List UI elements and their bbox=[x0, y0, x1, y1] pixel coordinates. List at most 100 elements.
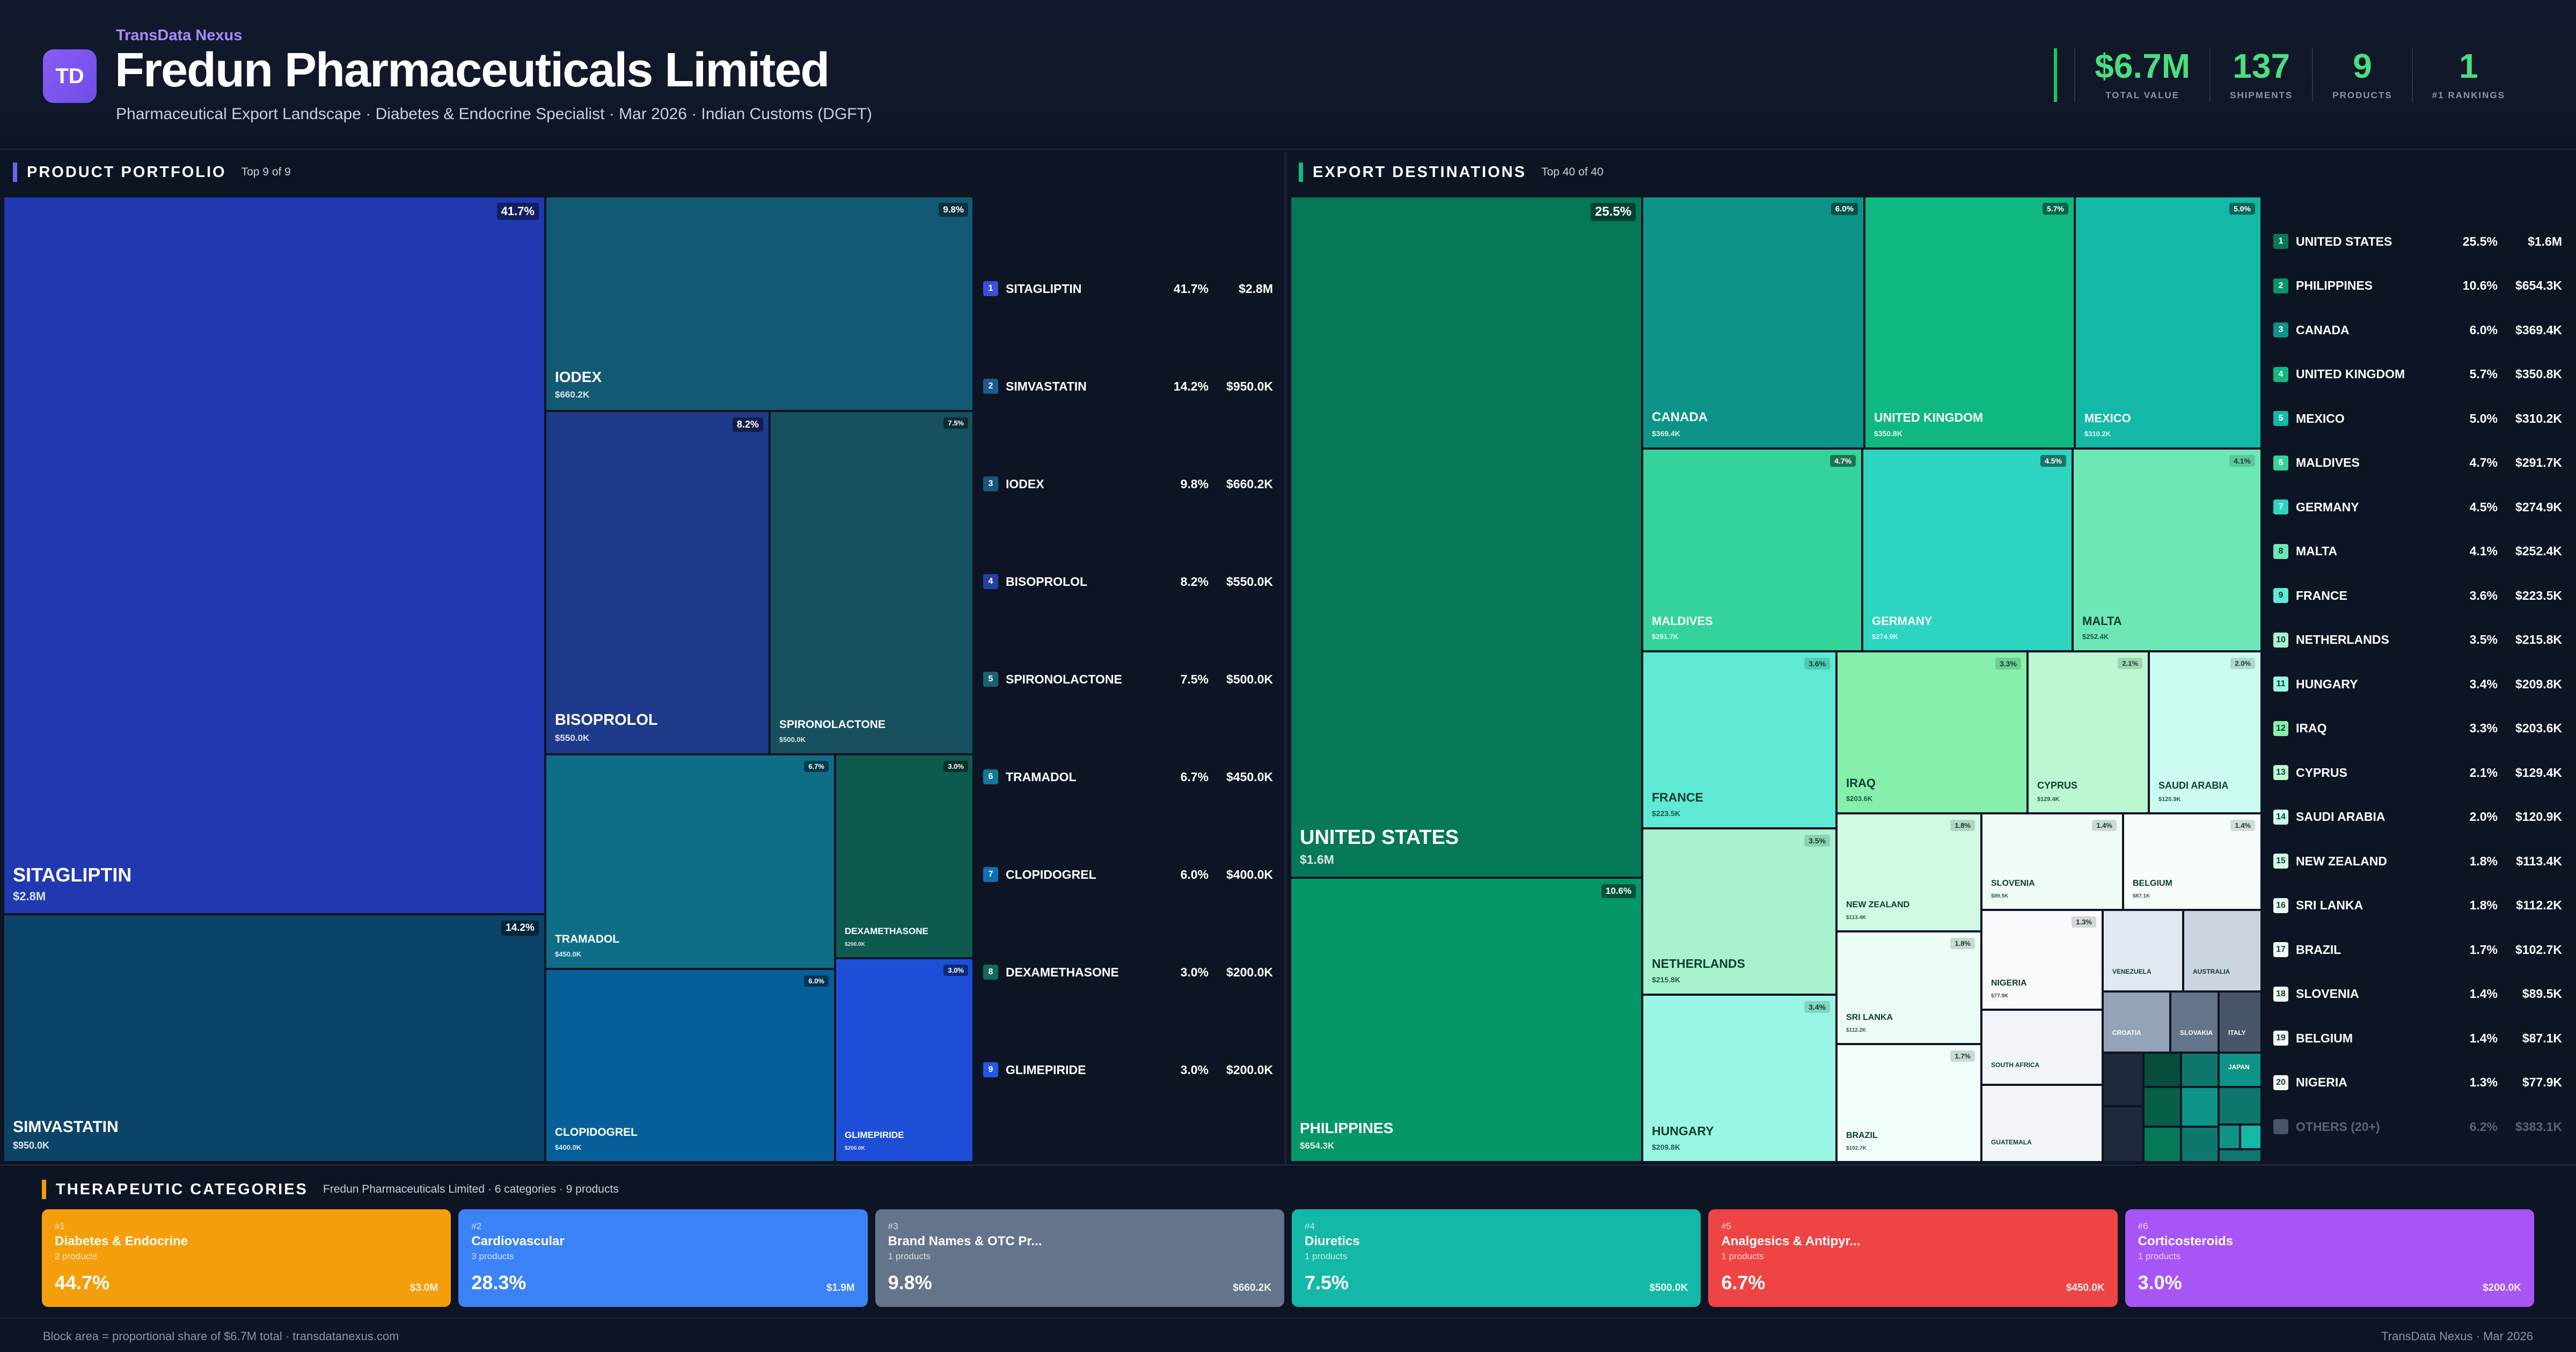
dest-cyprus-block: 2.1% CYPRUS $129.4K bbox=[2028, 651, 2149, 813]
dest-united-kingdom-pct: 5.7% bbox=[2043, 203, 2068, 215]
category-value: $660.2K bbox=[1233, 1282, 1271, 1294]
stat-value: 137 bbox=[2233, 47, 2290, 85]
category-card[interactable]: #4 Diuretics 1 products 7.5% $500.0K bbox=[1291, 1209, 1701, 1307]
dest-other-1-block bbox=[2103, 1053, 2143, 1106]
destination-legend-pct: 1.7% bbox=[2469, 942, 2498, 957]
dest-iraq-value: $203.6K bbox=[1846, 795, 1873, 803]
section-subtitle: Fredun Pharmaceuticals Limited · 6 categ… bbox=[323, 1183, 619, 1195]
destination-legend-name: CYPRUS bbox=[2296, 765, 2347, 780]
logo-text: TD bbox=[55, 64, 84, 88]
dest-new-zealand-pct: 1.8% bbox=[1950, 820, 1975, 831]
category-value: $200.0K bbox=[2483, 1282, 2521, 1294]
product-legend-pct: 3.0% bbox=[1180, 965, 1209, 979]
product-legend-name: DEXAMETHASONE bbox=[1006, 965, 1119, 979]
product-tramadol-value: $450.0K bbox=[555, 950, 582, 958]
product-legend-row: 2 SIMVASTATIN 14.2% $950.0K bbox=[983, 379, 1273, 394]
destination-legend-row: 15 NEW ZEALAND 1.8% $113.4K bbox=[2273, 854, 2562, 869]
product-iodex-block: 9.8% IODEX $660.2K bbox=[545, 196, 972, 411]
dest-japan-name: JAPAN bbox=[2228, 1063, 2250, 1071]
dest-mexico-block: 5.0% MEXICO $310.2K bbox=[2075, 196, 2262, 449]
category-card[interactable]: #5 Analgesics & Antipyr... 1 products 6.7% $… bbox=[1708, 1209, 2118, 1307]
category-pct: 44.7% bbox=[55, 1272, 110, 1294]
destination-rank-badge: 18 bbox=[2273, 986, 2288, 1002]
destination-rank-badge: 1 bbox=[2273, 234, 2288, 249]
destination-legend-pct: 6.0% bbox=[2469, 322, 2498, 337]
product-bisoprolol-block: 8.2% BISOPROLOL $550.0K bbox=[545, 411, 770, 754]
dest-slovakia-name: SLOVAKIA bbox=[2180, 1029, 2213, 1037]
product-bisoprolol-pct: 8.2% bbox=[732, 417, 763, 432]
category-products: 3 products bbox=[471, 1251, 514, 1261]
product-sitagliptin-value: $2.8M bbox=[13, 890, 46, 903]
destination-legend-pct: 2.0% bbox=[2469, 810, 2498, 824]
product-legend-pct: 8.2% bbox=[1180, 574, 1209, 589]
category-rank: #4 bbox=[1304, 1221, 1315, 1231]
stat-label: PRODUCTS bbox=[2332, 90, 2392, 100]
destination-legend-row: 13 CYPRUS 2.1% $129.4K bbox=[2273, 765, 2562, 780]
destination-legend-row: 14 SAUDI ARABIA 2.0% $120.9K bbox=[2273, 809, 2562, 825]
destination-legend-pct: 1.8% bbox=[2469, 854, 2498, 868]
dest-venezuela-name: VENEZUELA bbox=[2112, 968, 2151, 975]
product-legend-pct: 6.0% bbox=[1180, 867, 1209, 881]
destination-legend-value: $113.4K bbox=[2516, 854, 2562, 868]
dest-canada-value: $369.4K bbox=[1652, 429, 1680, 438]
product-tramadol-pct: 6.7% bbox=[804, 761, 829, 772]
destination-rank-badge: 9 bbox=[2273, 588, 2288, 603]
dest-philippines-name: PHILIPPINES bbox=[1300, 1120, 1394, 1137]
dest-mexico-pct: 5.0% bbox=[2229, 203, 2255, 215]
product-rank-badge: 7 bbox=[983, 867, 998, 882]
footer-credit: TransData Nexus · Mar 2026 bbox=[2381, 1329, 2533, 1343]
category-rank: #3 bbox=[888, 1221, 898, 1231]
section-title: EXPORT DESTINATIONS bbox=[1313, 163, 1527, 181]
dest-other-6-block bbox=[2219, 1087, 2262, 1125]
page-title: Fredun Pharmaceuticals Limited bbox=[115, 43, 830, 97]
category-card[interactable]: #1 Diabetes & Endocrine 2 products 44.7% $3.… bbox=[42, 1209, 451, 1307]
destination-legend-value: $87.1K bbox=[2522, 1031, 2562, 1045]
dest-other-3-block bbox=[2181, 1053, 2219, 1087]
destination-legend-pct: 6.2% bbox=[2469, 1119, 2498, 1134]
destination-rank-badge: 5 bbox=[2273, 411, 2288, 426]
dest-netherlands-value: $215.8K bbox=[1652, 975, 1680, 984]
category-card[interactable]: #6 Corticosteroids 1 products 3.0% $200.0K bbox=[2125, 1209, 2534, 1307]
destination-legend-value: $129.4K bbox=[2515, 765, 2562, 780]
dest-south-africa-name: SOUTH AFRICA bbox=[1991, 1061, 2040, 1069]
category-rank: #1 bbox=[55, 1221, 65, 1231]
dest-netherlands-block: 3.5% NETHERLANDS $215.8K bbox=[1642, 828, 1836, 995]
destination-legend-row: 5 MEXICO 5.0% $310.2K bbox=[2273, 411, 2562, 426]
product-dexamethasone-pct: 3.0% bbox=[943, 761, 968, 772]
product-legend-name: GLIMEPIRIDE bbox=[1006, 1062, 1086, 1077]
dest-germany-value: $274.9K bbox=[1872, 633, 1899, 641]
dest-other-11-block bbox=[2240, 1125, 2262, 1149]
dest-new-zealand-name: NEW ZEALAND bbox=[1846, 900, 1910, 910]
destination-legend: 1 UNITED STATES 25.5% $1.6M 2 PHILIPPINES 10.6… bbox=[2273, 196, 2562, 1162]
destination-legend-value: $252.4K bbox=[2515, 544, 2562, 558]
dest-italy-name: ITALY bbox=[2228, 1029, 2246, 1037]
logo: TD bbox=[43, 49, 97, 103]
product-bisoprolol-name: BISOPROLOL bbox=[555, 711, 658, 729]
destination-legend-row: 17 BRAZIL 1.7% $102.7K bbox=[2273, 942, 2562, 957]
dest-hungary-value: $209.8K bbox=[1652, 1143, 1680, 1151]
category-name: Diabetes & Endocrine bbox=[55, 1234, 188, 1248]
product-dexamethasone-value: $200.0K bbox=[845, 942, 865, 947]
destination-legend-pct: 4.7% bbox=[2469, 455, 2498, 469]
product-iodex-name: IODEX bbox=[555, 369, 602, 386]
destination-rank-badge: 8 bbox=[2273, 543, 2288, 559]
dest-other-2-block bbox=[2143, 1053, 2181, 1087]
dest-nigeria-value: $77.9K bbox=[1991, 993, 2009, 999]
stat-value: $6.7M bbox=[2095, 47, 2191, 85]
category-card[interactable]: #2 Cardiovascular 3 products 28.3% $1.9M bbox=[458, 1209, 868, 1307]
stats-accent bbox=[2054, 48, 2058, 102]
product-rank-badge: 3 bbox=[983, 476, 998, 491]
dest-iraq-block: 3.3% IRAQ $203.6K bbox=[1836, 651, 2028, 813]
destination-legend-pct: 4.1% bbox=[2469, 544, 2498, 558]
product-legend-row: 7 CLOPIDOGREL 6.0% $400.0K bbox=[983, 867, 1273, 882]
product-legend-value: $200.0K bbox=[1226, 965, 1273, 979]
category-card[interactable]: #3 Brand Names & OTC Pr... 1 products 9.8% $… bbox=[875, 1209, 1284, 1307]
dest-japan-block: JAPAN bbox=[2219, 1053, 2262, 1087]
destination-legend-value: $203.6K bbox=[2515, 721, 2562, 735]
product-legend-name: BISOPROLOL bbox=[1006, 574, 1088, 589]
category-products: 1 products bbox=[2138, 1251, 2181, 1261]
dest-mexico-value: $310.2K bbox=[2084, 430, 2111, 438]
dest-canada-pct: 6.0% bbox=[1831, 203, 1858, 215]
dest-guatemala-block: GUATEMALA bbox=[1981, 1085, 2103, 1162]
destination-legend-row: 10 NETHERLANDS 3.5% $215.8K bbox=[2273, 632, 2562, 648]
